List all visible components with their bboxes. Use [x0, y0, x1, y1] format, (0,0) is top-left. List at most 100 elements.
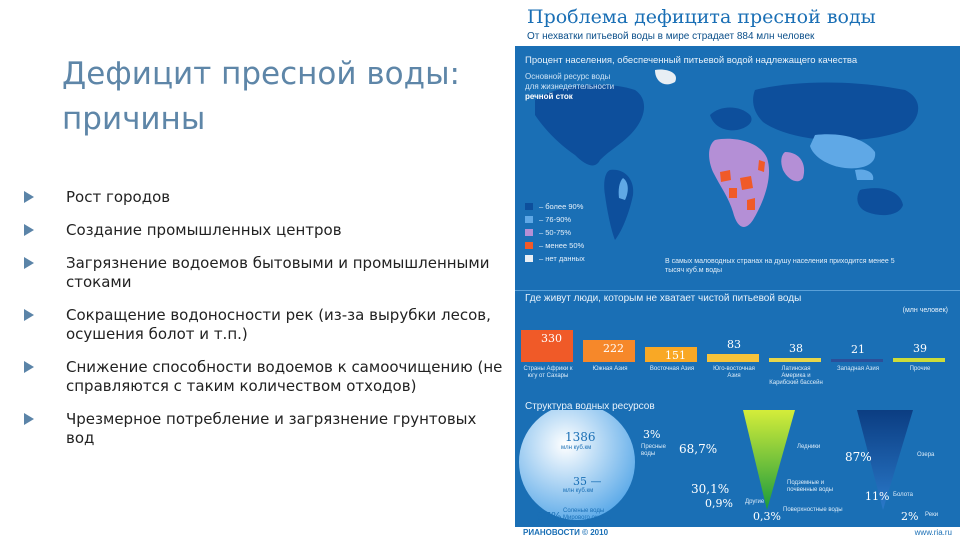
bar-value-label: 222 [603, 342, 624, 356]
bullet-item: Снижение способности водоемов к самоочищ… [24, 358, 504, 396]
bar-value-label: 83 [727, 337, 741, 351]
rivers-label: Реки [925, 512, 939, 518]
bars-unit-note: (млн человек) [902, 307, 948, 314]
map-legend: – более 90% – 76-90% – 50-75% – менее 50… [525, 200, 585, 265]
ocean-circle [519, 410, 635, 520]
bullet-list: Рост городов Создание промышленных центр… [24, 188, 504, 462]
bar-value-label: 39 [913, 342, 927, 356]
lakes-pct: 87% [845, 450, 872, 464]
legend-swatch [525, 242, 533, 249]
bullet-arrow-icon [24, 191, 34, 203]
legend-swatch [525, 255, 533, 262]
fresh-unit: млн куб.км [563, 488, 594, 494]
fresh-water-cone [743, 410, 795, 510]
source-credit: РИАНОВОСТИ © 2010 [523, 528, 609, 537]
bullet-arrow-icon [24, 413, 34, 425]
legend-swatch [525, 203, 533, 210]
other-pct: 0,9% [705, 497, 733, 510]
bar [521, 330, 573, 362]
fresh-pct: 3% [643, 428, 661, 441]
bullet-item: Рост городов [24, 188, 504, 207]
world-map [535, 69, 919, 240]
bar [893, 358, 945, 362]
legend-label: – нет данных [539, 254, 585, 263]
bar-category-label: Страны Африки к югу от Сахары [523, 366, 573, 379]
surface-label: Поверхностные воды [783, 507, 843, 513]
bullet-arrow-icon [24, 224, 34, 236]
legend-label: – более 90% [539, 202, 584, 211]
swamps-label: Болота [893, 492, 913, 498]
bar-value-label: 38 [789, 342, 803, 356]
bullet-item: Загрязнение водоемов бытовыми и промышле… [24, 254, 504, 292]
legend-label: – менее 50% [539, 241, 585, 250]
map-caption: Процент населения, обеспеченный питьевой… [525, 55, 858, 66]
bar-value-label: 21 [851, 343, 865, 356]
salt-label: Соленые воды Мирового океана [563, 508, 611, 521]
bar-category-label: Восточная Азия [649, 366, 695, 372]
fresh-label: Пресные воды [641, 444, 666, 457]
bar [831, 359, 883, 362]
bars-title: Где живут люди, которым не хватает чисто… [525, 293, 802, 304]
bar-value-label: 151 [665, 349, 686, 363]
bar-value-label: 330 [541, 332, 562, 345]
bar [769, 358, 821, 362]
bullet-arrow-icon [24, 257, 34, 269]
infographic-footer: РИАНОВОСТИ © 2010 www.ria.ru [515, 527, 960, 540]
infographic-header: Проблема дефицита пресной воды От нехват… [515, 0, 960, 46]
fresh-value: 35 — [573, 475, 602, 488]
bar-category-label: Южная Азия [592, 366, 628, 372]
legend-label: – 76-90% [539, 215, 572, 224]
bar-category-label: Прочие [909, 366, 931, 372]
rivers-pct: 2% [901, 510, 919, 523]
bar-category-label: Латинская Америка и Карибский бассейн [769, 366, 823, 386]
bullet-text: Создание промышленных центров [66, 221, 342, 239]
bullet-arrow-icon [24, 361, 34, 373]
bullet-text: Чрезмерное потребление и загрязнение гру… [66, 410, 477, 447]
infographic-subtitle: От нехватки питьевой воды в мире страдае… [527, 31, 815, 42]
legend-label: – 50-75% [539, 228, 572, 237]
bullet-arrow-icon [24, 309, 34, 321]
structure-title: Структура водных ресурсов [525, 401, 655, 412]
slide-text-panel: Дефицит пресной воды: причины Рост город… [24, 56, 504, 462]
bullet-item: Чрезмерное потребление и загрязнение гру… [24, 410, 504, 448]
lakes-label: Озера [917, 452, 935, 458]
legend-item: – 76-90% [525, 213, 585, 226]
surface-water-cone [857, 410, 913, 510]
bar [583, 340, 635, 362]
glaciers-pct: 68,7% [679, 442, 718, 456]
circle-unit: млн куб.км [561, 445, 592, 451]
bar [645, 347, 697, 362]
map-note: Основной ресурс воды для жизнедеятельнос… [525, 72, 635, 102]
legend-item: – нет данных [525, 252, 585, 265]
swamps-pct: 11% [865, 490, 890, 503]
bar-category-label: Юго-восточная Азия [713, 366, 755, 379]
scarcity-note: В самых маловодных странах на душу насел… [665, 258, 895, 274]
bullet-text: Сокращение водоносности рек (из-за выруб… [66, 306, 491, 343]
section-divider [515, 290, 960, 291]
legend-swatch [525, 229, 533, 236]
ground-label: Подземные и почвенные воды [787, 480, 834, 493]
ground-pct: 30,1% [691, 482, 730, 496]
map-note-line: для жизнедеятельности [525, 82, 615, 91]
salt-pct: 97% [537, 510, 562, 523]
bullet-text: Загрязнение водоемов бытовыми и промышле… [66, 254, 490, 291]
bullet-text: Снижение способности водоемов к самоочищ… [66, 358, 503, 395]
map-note-highlight: речной сток [525, 92, 573, 101]
bullet-item: Создание промышленных центров [24, 221, 504, 240]
legend-item: – менее 50% [525, 239, 585, 252]
legend-item: – 50-75% [525, 226, 585, 239]
other-label: Другие [745, 499, 765, 505]
population-bar-chart: 330 Страны Африки к югу от Сахары 222 Южная… [515, 300, 960, 390]
bar [707, 353, 759, 362]
infographic-image: Проблема дефицита пресной воды От нехват… [515, 0, 960, 540]
slide-title: Дефицит пресной воды: причины [62, 56, 460, 137]
source-url: www.ria.ru [914, 528, 952, 537]
legend-swatch [525, 216, 533, 223]
circle-value: 1386 [565, 430, 596, 444]
glaciers-label: Ледники [797, 444, 821, 450]
infographic-title: Проблема дефицита пресной воды [527, 6, 876, 28]
bullet-item: Сокращение водоносности рек (из-за выруб… [24, 306, 504, 344]
water-structure-diagram [519, 410, 913, 520]
legend-item: – более 90% [525, 200, 585, 213]
bullet-text: Рост городов [66, 188, 171, 206]
